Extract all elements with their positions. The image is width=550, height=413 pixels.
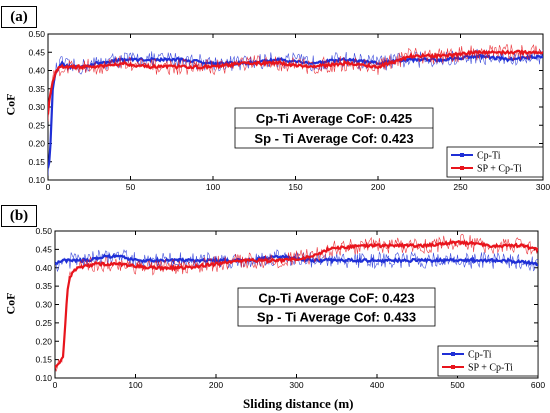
x-tick-label: 0	[46, 182, 51, 192]
x-tick-label: 0	[53, 380, 58, 390]
y-tick-label: 0.45	[35, 244, 52, 254]
y-tick-label: 0.45	[28, 47, 45, 57]
series-sp-cpti-line	[55, 239, 538, 369]
x-tick-label: 300	[536, 182, 550, 192]
cpti-average-text: Cp-Ti Average CoF: 0.425	[256, 111, 412, 126]
panel-a-label: (a)	[1, 6, 37, 28]
y-tick-label: 0.25	[35, 318, 52, 328]
panel-a: 0.10 0.15 0.20 0.25 0.30 0.35 0.40 0.45 0.50 0 50 1…	[28, 29, 550, 192]
y-tick-label: 0.15	[28, 157, 45, 167]
y-tick-label: 0.20	[35, 336, 52, 346]
spti-average-text: Sp - Ti Average Cof: 0.433	[257, 310, 416, 325]
y-tick-label: 0.50	[35, 226, 52, 236]
series-sp-cpti-line	[48, 49, 543, 115]
x-tick-label: 250	[453, 182, 467, 192]
y-tick-label: 0.20	[28, 139, 45, 149]
x-tick-label: 300	[289, 380, 303, 390]
y-tick-label: 0.10	[35, 373, 52, 383]
y-tick-label: 0.35	[28, 84, 45, 94]
legend-box	[437, 345, 539, 377]
legend-marker	[451, 365, 455, 369]
legend-label: SP + Cp-Ti	[477, 164, 522, 175]
panel-a-ylabel: CoF	[3, 93, 18, 116]
y-tick-label: 0.25	[28, 120, 45, 130]
panel-b-ylabel: CoF	[3, 292, 18, 315]
y-tick-label: 0.30	[35, 300, 52, 310]
x-tick-label: 200	[209, 380, 223, 390]
x-tick-label: 100	[206, 182, 220, 192]
legend-marker	[460, 153, 464, 157]
y-tick-label: 0.35	[35, 281, 52, 291]
y-tick-label: 0.40	[28, 66, 45, 76]
spti-average-text: Sp - Ti Average Cof: 0.423	[254, 131, 413, 146]
x-tick-label: 150	[288, 182, 302, 192]
legend-box	[446, 146, 544, 178]
x-tick-label: 500	[450, 380, 464, 390]
x-axis-label: Sliding distance (m)	[243, 396, 354, 411]
legend-label: SP + Cp-Ti	[468, 363, 513, 374]
series-sp-cpti-raw	[55, 233, 538, 372]
x-tick-label: 600	[531, 380, 545, 390]
legend-label: Cp-Ti	[468, 350, 492, 361]
panel-b: 0.10 0.15 0.20 0.25 0.30 0.35 0.40 0.45 0.50 0 100…	[35, 226, 545, 390]
legend-marker	[451, 352, 455, 356]
x-tick-label: 50	[126, 182, 136, 192]
series-cpti-raw	[48, 48, 543, 176]
panel-b-label: (b)	[1, 205, 37, 227]
y-tick-label: 0.10	[28, 175, 45, 185]
legend-label: Cp-Ti	[477, 151, 501, 162]
legend-marker	[460, 166, 464, 170]
x-tick-label: 100	[128, 380, 142, 390]
x-tick-label: 200	[371, 182, 385, 192]
y-tick-label: 0.50	[28, 29, 45, 39]
cpti-average-text: Cp-Ti Average CoF: 0.423	[258, 291, 414, 306]
x-tick-label: 400	[370, 380, 384, 390]
y-tick-label: 0.30	[28, 102, 45, 112]
y-tick-label: 0.15	[35, 355, 52, 365]
y-tick-label: 0.40	[35, 263, 52, 273]
